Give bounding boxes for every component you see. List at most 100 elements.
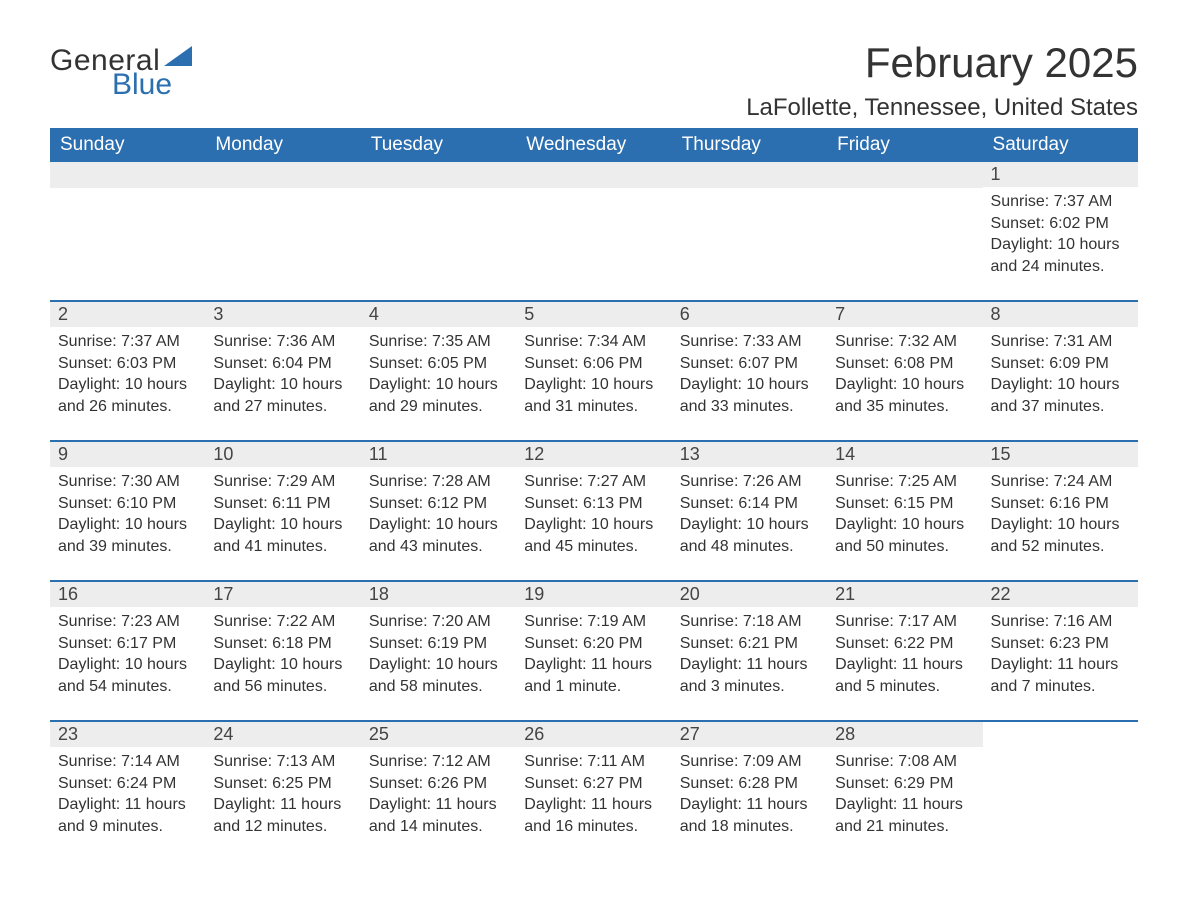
sunrise-text: Sunrise: 7:13 AM <box>213 751 352 773</box>
sunrise-text: Sunrise: 7:17 AM <box>835 611 974 633</box>
daylight-text: Daylight: 10 hours and 26 minutes. <box>58 374 197 417</box>
sunrise-text: Sunrise: 7:33 AM <box>680 331 819 353</box>
calendar-day-cell: 16Sunrise: 7:23 AMSunset: 6:17 PMDayligh… <box>50 581 205 721</box>
day-details: Sunrise: 7:22 AMSunset: 6:18 PMDaylight:… <box>205 607 360 703</box>
calendar-day-cell: 25Sunrise: 7:12 AMSunset: 6:26 PMDayligh… <box>361 721 516 860</box>
sunrise-text: Sunrise: 7:16 AM <box>991 611 1130 633</box>
day-details: Sunrise: 7:37 AMSunset: 6:02 PMDaylight:… <box>983 187 1138 283</box>
sunrise-text: Sunrise: 7:31 AM <box>991 331 1130 353</box>
day-number: 21 <box>827 582 982 607</box>
empty-day-bar <box>672 162 827 188</box>
day-number: 4 <box>361 302 516 327</box>
day-details: Sunrise: 7:18 AMSunset: 6:21 PMDaylight:… <box>672 607 827 703</box>
calendar-day-cell: 9Sunrise: 7:30 AMSunset: 6:10 PMDaylight… <box>50 441 205 581</box>
sunset-text: Sunset: 6:21 PM <box>680 633 819 655</box>
sunset-text: Sunset: 6:03 PM <box>58 353 197 375</box>
sunset-text: Sunset: 6:13 PM <box>524 493 663 515</box>
weekday-thursday: Thursday <box>672 128 827 162</box>
sunrise-text: Sunrise: 7:09 AM <box>680 751 819 773</box>
daylight-text: Daylight: 11 hours and 1 minute. <box>524 654 663 697</box>
day-number: 3 <box>205 302 360 327</box>
empty-day-bar <box>361 162 516 188</box>
day-details: Sunrise: 7:36 AMSunset: 6:04 PMDaylight:… <box>205 327 360 423</box>
calendar-day-cell: 1Sunrise: 7:37 AMSunset: 6:02 PMDaylight… <box>983 162 1138 301</box>
sunrise-text: Sunrise: 7:23 AM <box>58 611 197 633</box>
day-details: Sunrise: 7:19 AMSunset: 6:20 PMDaylight:… <box>516 607 671 703</box>
weekday-friday: Friday <box>827 128 982 162</box>
sunrise-text: Sunrise: 7:37 AM <box>58 331 197 353</box>
calendar-day-cell: 18Sunrise: 7:20 AMSunset: 6:19 PMDayligh… <box>361 581 516 721</box>
day-details: Sunrise: 7:25 AMSunset: 6:15 PMDaylight:… <box>827 467 982 563</box>
sunset-text: Sunset: 6:28 PM <box>680 773 819 795</box>
sunrise-text: Sunrise: 7:37 AM <box>991 191 1130 213</box>
calendar-week-row: 1Sunrise: 7:37 AMSunset: 6:02 PMDaylight… <box>50 162 1138 301</box>
sunset-text: Sunset: 6:12 PM <box>369 493 508 515</box>
daylight-text: Daylight: 10 hours and 39 minutes. <box>58 514 197 557</box>
sunrise-text: Sunrise: 7:19 AM <box>524 611 663 633</box>
day-number: 25 <box>361 722 516 747</box>
sunset-text: Sunset: 6:04 PM <box>213 353 352 375</box>
sunset-text: Sunset: 6:09 PM <box>991 353 1130 375</box>
day-details: Sunrise: 7:31 AMSunset: 6:09 PMDaylight:… <box>983 327 1138 423</box>
daylight-text: Daylight: 10 hours and 48 minutes. <box>680 514 819 557</box>
empty-day-bar <box>827 162 982 188</box>
sunset-text: Sunset: 6:18 PM <box>213 633 352 655</box>
day-number: 9 <box>50 442 205 467</box>
calendar-day-cell: 13Sunrise: 7:26 AMSunset: 6:14 PMDayligh… <box>672 441 827 581</box>
sunset-text: Sunset: 6:16 PM <box>991 493 1130 515</box>
day-details: Sunrise: 7:32 AMSunset: 6:08 PMDaylight:… <box>827 327 982 423</box>
empty-day-bar <box>516 162 671 188</box>
day-details: Sunrise: 7:11 AMSunset: 6:27 PMDaylight:… <box>516 747 671 843</box>
sunset-text: Sunset: 6:19 PM <box>369 633 508 655</box>
logo-word-blue: Blue <box>112 70 192 100</box>
day-details: Sunrise: 7:26 AMSunset: 6:14 PMDaylight:… <box>672 467 827 563</box>
calendar-day-cell: 2Sunrise: 7:37 AMSunset: 6:03 PMDaylight… <box>50 301 205 441</box>
calendar-day-cell: 17Sunrise: 7:22 AMSunset: 6:18 PMDayligh… <box>205 581 360 721</box>
calendar-day-cell <box>205 162 360 301</box>
sunrise-text: Sunrise: 7:08 AM <box>835 751 974 773</box>
calendar-day-cell <box>983 721 1138 860</box>
sunset-text: Sunset: 6:14 PM <box>680 493 819 515</box>
day-number: 7 <box>827 302 982 327</box>
title-block: February 2025 LaFollette, Tennessee, Uni… <box>746 40 1138 122</box>
sunset-text: Sunset: 6:10 PM <box>58 493 197 515</box>
day-number: 5 <box>516 302 671 327</box>
sunrise-text: Sunrise: 7:34 AM <box>524 331 663 353</box>
day-details: Sunrise: 7:24 AMSunset: 6:16 PMDaylight:… <box>983 467 1138 563</box>
day-number: 6 <box>672 302 827 327</box>
calendar-day-cell: 11Sunrise: 7:28 AMSunset: 6:12 PMDayligh… <box>361 441 516 581</box>
daylight-text: Daylight: 11 hours and 5 minutes. <box>835 654 974 697</box>
day-number: 19 <box>516 582 671 607</box>
daylight-text: Daylight: 10 hours and 52 minutes. <box>991 514 1130 557</box>
day-number: 28 <box>827 722 982 747</box>
day-number: 15 <box>983 442 1138 467</box>
daylight-text: Daylight: 10 hours and 56 minutes. <box>213 654 352 697</box>
day-number: 18 <box>361 582 516 607</box>
day-number: 13 <box>672 442 827 467</box>
sunset-text: Sunset: 6:22 PM <box>835 633 974 655</box>
logo: General Blue <box>50 46 192 100</box>
calendar-week-row: 23Sunrise: 7:14 AMSunset: 6:24 PMDayligh… <box>50 721 1138 860</box>
day-details: Sunrise: 7:14 AMSunset: 6:24 PMDaylight:… <box>50 747 205 843</box>
sunset-text: Sunset: 6:02 PM <box>991 213 1130 235</box>
sunset-text: Sunset: 6:20 PM <box>524 633 663 655</box>
sunrise-text: Sunrise: 7:27 AM <box>524 471 663 493</box>
daylight-text: Daylight: 10 hours and 27 minutes. <box>213 374 352 417</box>
daylight-text: Daylight: 10 hours and 50 minutes. <box>835 514 974 557</box>
calendar-day-cell: 3Sunrise: 7:36 AMSunset: 6:04 PMDaylight… <box>205 301 360 441</box>
sunset-text: Sunset: 6:26 PM <box>369 773 508 795</box>
daylight-text: Daylight: 10 hours and 58 minutes. <box>369 654 508 697</box>
day-number: 26 <box>516 722 671 747</box>
logo-flag-icon <box>164 46 192 70</box>
day-details: Sunrise: 7:27 AMSunset: 6:13 PMDaylight:… <box>516 467 671 563</box>
sunset-text: Sunset: 6:25 PM <box>213 773 352 795</box>
daylight-text: Daylight: 10 hours and 41 minutes. <box>213 514 352 557</box>
daylight-text: Daylight: 11 hours and 18 minutes. <box>680 794 819 837</box>
calendar-day-cell: 27Sunrise: 7:09 AMSunset: 6:28 PMDayligh… <box>672 721 827 860</box>
daylight-text: Daylight: 11 hours and 3 minutes. <box>680 654 819 697</box>
calendar-day-cell: 24Sunrise: 7:13 AMSunset: 6:25 PMDayligh… <box>205 721 360 860</box>
daylight-text: Daylight: 11 hours and 12 minutes. <box>213 794 352 837</box>
day-details: Sunrise: 7:13 AMSunset: 6:25 PMDaylight:… <box>205 747 360 843</box>
sunrise-text: Sunrise: 7:25 AM <box>835 471 974 493</box>
calendar-day-cell: 26Sunrise: 7:11 AMSunset: 6:27 PMDayligh… <box>516 721 671 860</box>
